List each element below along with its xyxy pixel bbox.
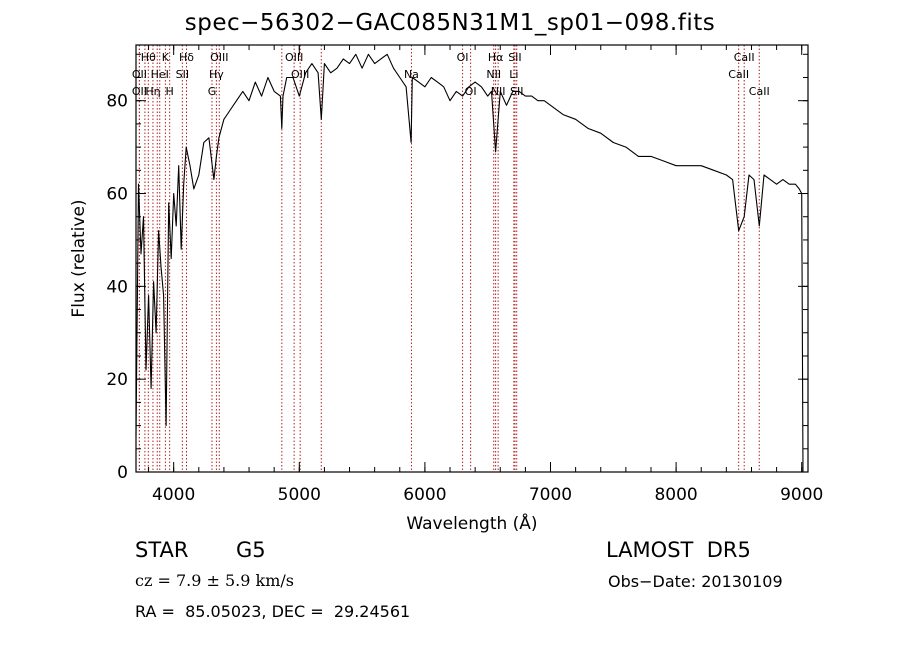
coordinates: RA = 85.05023, DEC = 29.24561 bbox=[135, 602, 411, 621]
y-tick-label: 20 bbox=[106, 370, 128, 390]
spectral-line-markers bbox=[138, 45, 760, 472]
spectral-line-label: OI bbox=[457, 51, 469, 64]
plot-title: spec−56302−GAC085N31M1_sp01−098.fits bbox=[184, 10, 716, 36]
plot-frame bbox=[135, 44, 809, 473]
spectral-line-label: CaII bbox=[749, 85, 770, 98]
y-tick-label: 40 bbox=[106, 277, 128, 297]
spectral-line-label: NII bbox=[491, 85, 506, 98]
x-tick-label: 9000 bbox=[780, 485, 823, 505]
x-tick-label: 7000 bbox=[529, 485, 572, 505]
x-tick-label: 6000 bbox=[403, 485, 446, 505]
object-subclass: G5 bbox=[236, 538, 266, 562]
x-axis-label: Wavelength (Å) bbox=[406, 512, 537, 534]
spectral-line-label: Hη bbox=[145, 85, 160, 98]
x-tick-label: 8000 bbox=[654, 485, 697, 505]
axis-ticks: 4000 5000 6000 7000 8000 9000 0 20 40 60 80 bbox=[106, 45, 823, 505]
spectral-line-label: SII bbox=[508, 51, 521, 64]
spectral-line-label: Na bbox=[404, 68, 419, 81]
object-class: STAR bbox=[135, 538, 189, 562]
spectral-line-label: Li bbox=[509, 68, 518, 81]
spectral-line-label: K bbox=[162, 51, 170, 64]
spectral-line-label: HeI bbox=[151, 68, 169, 81]
spectral-line-label: Hθ bbox=[141, 51, 156, 64]
spectral-line-label: NII bbox=[486, 68, 501, 81]
x-tick-label: 4000 bbox=[152, 485, 195, 505]
spectral-line-label: OII bbox=[132, 68, 147, 81]
y-tick-label: 80 bbox=[106, 92, 128, 112]
spectral-line-label: Hδ bbox=[179, 51, 194, 64]
observation-date: Obs−Date: 20130109 bbox=[608, 572, 783, 591]
survey-name: LAMOST DR5 bbox=[606, 538, 751, 562]
spectral-line-label: OI bbox=[465, 85, 477, 98]
spectral-line-label: Hα bbox=[488, 51, 504, 64]
spectral-line-label: OIII bbox=[285, 51, 303, 64]
spectral-line-label: H bbox=[166, 85, 174, 98]
y-axis-label: Flux (relative) bbox=[69, 199, 89, 317]
y-tick-label: 60 bbox=[106, 185, 128, 205]
spectrum-line bbox=[135, 53, 804, 473]
spectral-line-label: CaII bbox=[728, 68, 749, 81]
redshift-velocity: cz = 7.9 ± 5.9 km/s bbox=[135, 571, 294, 590]
spectral-line-label: OIII bbox=[210, 51, 228, 64]
y-tick-label: 0 bbox=[117, 463, 128, 483]
spectral-line-label: SII bbox=[176, 68, 189, 81]
x-tick-label: 5000 bbox=[278, 485, 321, 505]
spectral-line-label: CaII bbox=[734, 51, 755, 64]
spectral-line-label: Hγ bbox=[209, 68, 224, 81]
spectral-line-label: G bbox=[208, 85, 217, 98]
